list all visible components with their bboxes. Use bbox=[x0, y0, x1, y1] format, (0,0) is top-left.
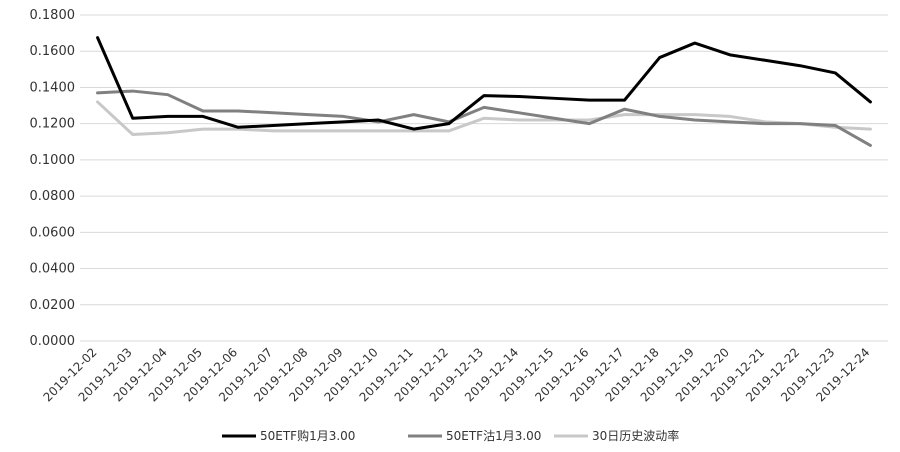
y-axis-tick-labels: 0.0000 0.0200 0.0400 0.0600 0.0800 0.1000 0.12… bbox=[30, 8, 76, 349]
y-tick-label: 0.0600 bbox=[30, 225, 76, 240]
series-lines bbox=[96, 36, 872, 147]
series-line-1 bbox=[96, 36, 872, 131]
gridlines bbox=[80, 14, 888, 342]
series-line-3 bbox=[96, 100, 872, 137]
legend: 50ETF购1月3.00 50ETF沽1月3.00 30日历史波动率 bbox=[222, 428, 679, 443]
series-line-2 bbox=[96, 89, 872, 147]
y-tick-label: 0.1800 bbox=[30, 8, 76, 23]
x-axis-tick-labels: 2019-12-022019-12-032019-12-042019-12-05… bbox=[40, 345, 872, 404]
legend-label: 50ETF沽1月3.00 bbox=[446, 429, 541, 443]
legend-label: 50ETF购1月3.00 bbox=[260, 428, 355, 443]
y-tick-label: 0.1200 bbox=[30, 117, 76, 132]
y-tick-label: 0.0200 bbox=[30, 298, 76, 313]
y-tick-label: 0.0000 bbox=[30, 334, 76, 349]
y-tick-label: 0.1600 bbox=[30, 44, 76, 59]
y-tick-label: 0.0800 bbox=[30, 189, 76, 204]
y-tick-label: 0.1000 bbox=[30, 153, 76, 168]
y-tick-label: 0.0400 bbox=[30, 262, 76, 277]
y-tick-label: 0.1400 bbox=[30, 80, 76, 95]
legend-label: 30日历史波动率 bbox=[592, 428, 679, 443]
